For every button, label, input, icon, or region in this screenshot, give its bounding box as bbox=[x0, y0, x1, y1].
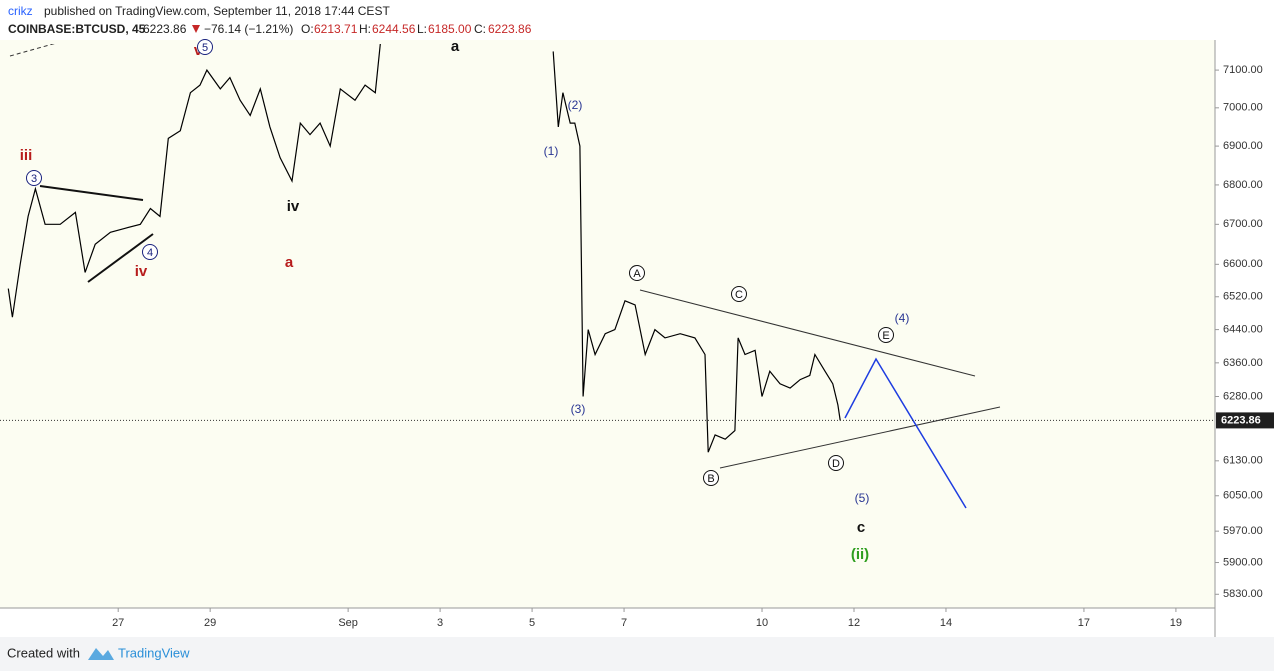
symbol: COINBASE:BTCUSD, 45 bbox=[8, 22, 146, 36]
wave-label: (1) bbox=[544, 144, 559, 158]
y-tick-label: 6130.00 bbox=[1223, 455, 1263, 467]
open: 6213.71 bbox=[314, 22, 358, 36]
wave-label: (4) bbox=[895, 311, 910, 325]
y-tick-label: 6520.00 bbox=[1223, 291, 1263, 303]
wave-label: B bbox=[707, 473, 714, 485]
wave-label: a bbox=[451, 38, 460, 55]
y-tick-label: 6050.00 bbox=[1223, 490, 1263, 502]
wave-label: c bbox=[857, 519, 865, 536]
y-tick-label: 6440.00 bbox=[1223, 324, 1263, 336]
wave-label: iii bbox=[20, 147, 33, 164]
wave-label: iv bbox=[287, 198, 300, 215]
triangle-lower bbox=[719, 406, 1001, 469]
y-tick-label: 7100.00 bbox=[1223, 64, 1263, 76]
projection-path bbox=[844, 357, 967, 509]
created-with: Created with bbox=[7, 645, 80, 660]
wave-circle bbox=[629, 265, 645, 281]
close-label: C: bbox=[474, 22, 486, 36]
low-label: L: bbox=[417, 22, 427, 36]
high-label: H: bbox=[359, 22, 371, 36]
x-tick-label: 14 bbox=[940, 617, 952, 629]
trend-line bbox=[39, 185, 144, 201]
y-tick-label: 5970.00 bbox=[1223, 525, 1263, 537]
wave-label: (ii) bbox=[851, 546, 869, 563]
trend-line bbox=[9, 44, 55, 57]
wave-label: A bbox=[633, 268, 641, 280]
y-tick-label: 6700.00 bbox=[1223, 218, 1263, 230]
drawings bbox=[9, 44, 1001, 509]
last-price-label: 6223.86 bbox=[1221, 414, 1261, 426]
y-tick-label: 6600.00 bbox=[1223, 258, 1263, 270]
wave-circle bbox=[703, 470, 719, 486]
wave-label: (5) bbox=[855, 491, 870, 505]
x-tick-label: 17 bbox=[1078, 617, 1090, 629]
x-tick-label: 29 bbox=[204, 617, 216, 629]
x-tick-label: 12 bbox=[848, 617, 860, 629]
last-price-box bbox=[1216, 412, 1274, 429]
wave-circle bbox=[828, 455, 844, 471]
published-note: published on TradingView.com, September … bbox=[44, 4, 390, 18]
wave-label: (2) bbox=[568, 98, 583, 112]
wave-label: E bbox=[882, 330, 889, 342]
x-tick-label: 10 bbox=[756, 617, 768, 629]
low: 6185.00 bbox=[428, 22, 472, 36]
down-arrow bbox=[192, 25, 200, 33]
wave-circle bbox=[197, 39, 213, 55]
y-tick-label: 5900.00 bbox=[1223, 556, 1263, 568]
plot-area bbox=[0, 40, 1215, 608]
x-tick-label: 7 bbox=[621, 617, 627, 629]
wave-label: iv bbox=[135, 263, 148, 280]
triangle-upper bbox=[639, 289, 976, 377]
x-tick-label: Sep bbox=[338, 617, 358, 629]
wave-label: 5 bbox=[202, 42, 208, 54]
x-tick-label: 3 bbox=[437, 617, 443, 629]
y-tick-label: 6800.00 bbox=[1223, 179, 1263, 191]
wave-label: 3 bbox=[31, 173, 37, 185]
brand-logo bbox=[88, 648, 114, 660]
close: 6223.86 bbox=[488, 22, 532, 36]
x-tick-label: 5 bbox=[529, 617, 535, 629]
wave-label: a bbox=[285, 254, 294, 271]
publisher: crikz bbox=[8, 4, 33, 18]
high: 6244.56 bbox=[372, 22, 416, 36]
wave-label: 4 bbox=[147, 247, 153, 259]
wave-circle bbox=[26, 170, 42, 186]
price: 6223.86 bbox=[143, 22, 187, 36]
trend-line bbox=[87, 233, 154, 283]
price-line bbox=[7, 44, 841, 453]
wave-circle bbox=[878, 327, 894, 343]
x-tick-label: 27 bbox=[112, 617, 124, 629]
x-tick-label: 19 bbox=[1170, 617, 1182, 629]
wave-circle bbox=[731, 286, 747, 302]
footer-bar bbox=[0, 637, 1274, 671]
wave-label: (3) bbox=[571, 402, 586, 416]
y-tick-label: 7000.00 bbox=[1223, 102, 1263, 114]
wave-label: D bbox=[832, 458, 840, 470]
y-tick-label: 6360.00 bbox=[1223, 357, 1263, 369]
y-tick-label: 6900.00 bbox=[1223, 140, 1263, 152]
y-tick-label: 5830.00 bbox=[1223, 588, 1263, 600]
y-tick-label: 6280.00 bbox=[1223, 390, 1263, 402]
change: −76.14 (−1.21%) bbox=[204, 22, 293, 36]
brand[interactable]: TradingView bbox=[118, 645, 190, 660]
series-layer bbox=[7, 44, 841, 453]
open-label: O: bbox=[301, 22, 314, 36]
wave-circle bbox=[142, 244, 158, 260]
wave-label: C bbox=[735, 289, 743, 301]
